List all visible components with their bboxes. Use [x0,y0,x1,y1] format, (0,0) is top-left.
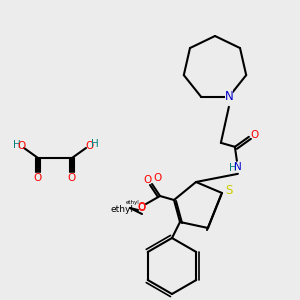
Text: O: O [137,202,145,212]
Text: O: O [138,203,146,213]
Text: O: O [17,141,25,151]
Text: N: N [234,162,242,172]
Text: H: H [13,140,21,150]
Text: S: S [225,184,233,197]
Text: H: H [91,139,99,149]
Text: O: O [85,141,93,151]
Text: O: O [68,173,76,183]
Text: ethyl: ethyl [126,200,140,205]
Text: O: O [153,173,161,183]
Text: O: O [251,130,259,140]
Text: N: N [224,90,233,103]
Text: O: O [34,173,42,183]
Text: H: H [229,163,237,173]
Text: ethyl: ethyl [110,206,134,214]
Text: O: O [143,175,151,185]
